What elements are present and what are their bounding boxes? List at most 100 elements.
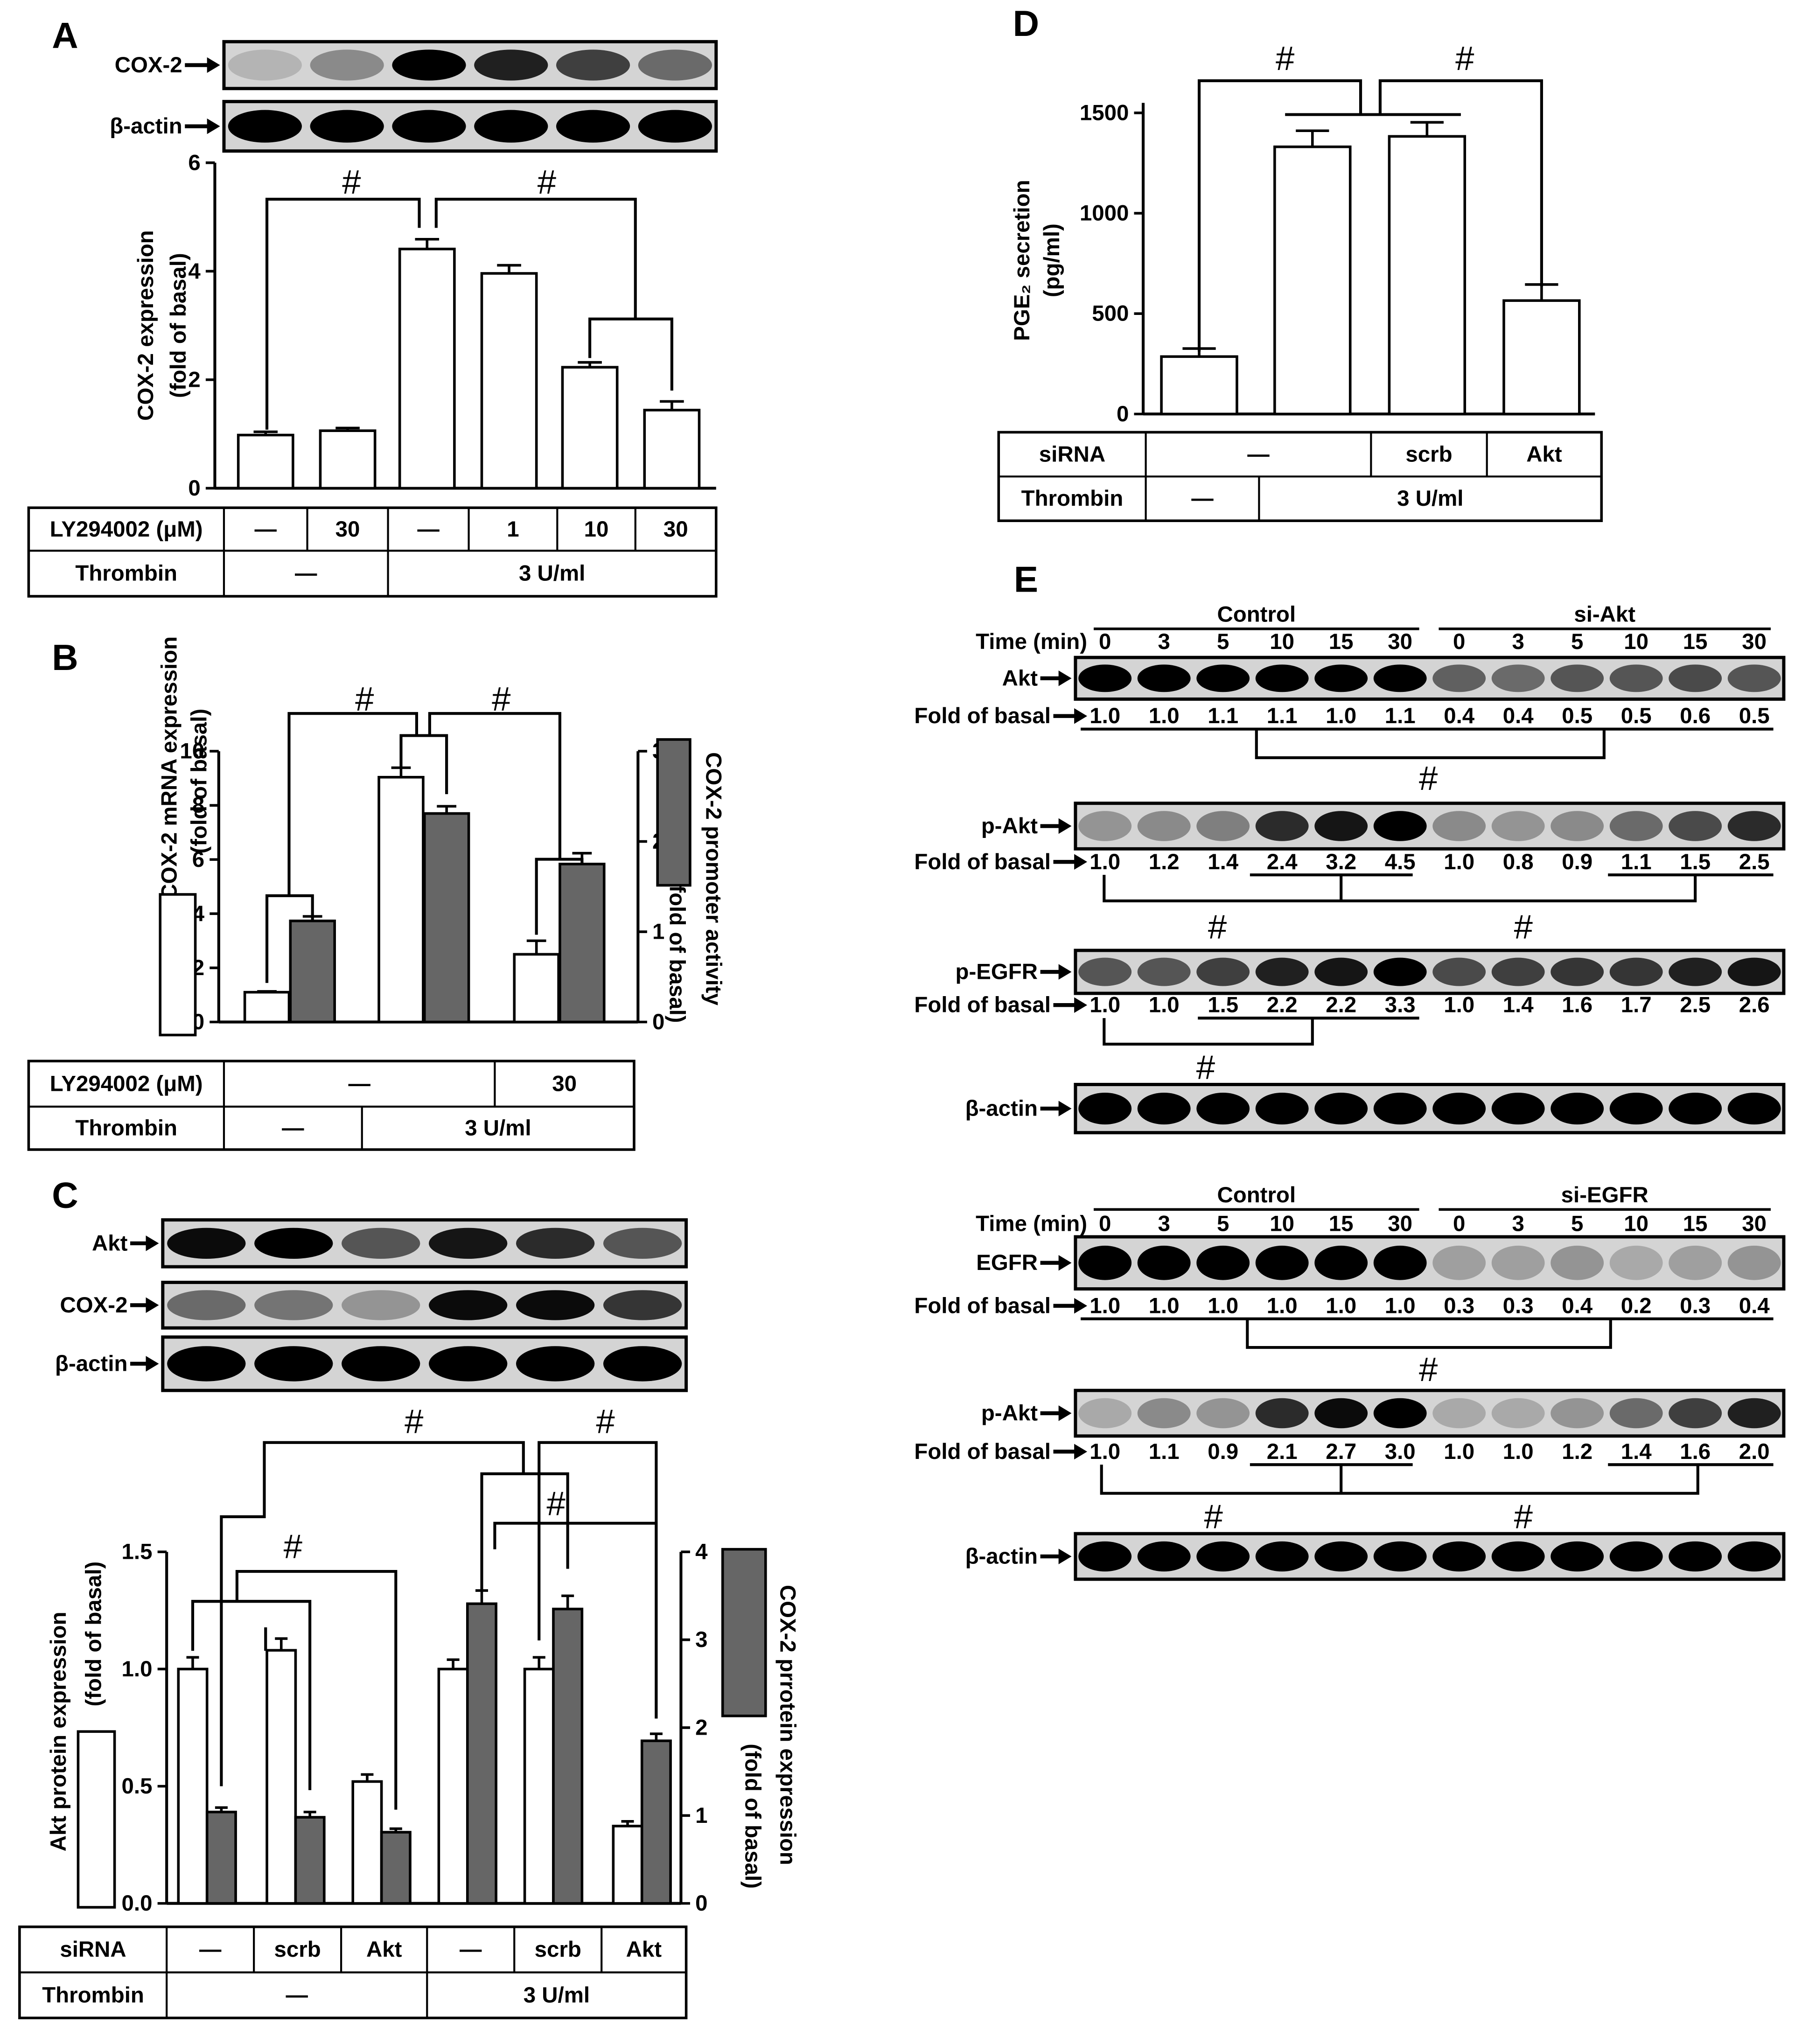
error-bar [1182, 347, 1216, 357]
table-row-label: Thrombin [75, 1116, 177, 1140]
table-cell: 10 [584, 517, 609, 542]
time-point: 15 [1683, 629, 1708, 654]
fold-value: 1.0 [1090, 1439, 1120, 1464]
band [1078, 957, 1132, 986]
arrow-head [1058, 1549, 1072, 1564]
arrow-head [207, 118, 220, 134]
bar [319, 429, 377, 490]
fold-value: 1.4 [1503, 993, 1534, 1018]
fold-value: 0.9 [1208, 1439, 1238, 1464]
legend-swatch [159, 893, 197, 1037]
y-tick-label: 8 [192, 793, 204, 818]
annotation: # [1276, 40, 1294, 77]
annotation: # [342, 163, 361, 201]
significance-bracket [1378, 79, 1543, 286]
error-bar [1296, 129, 1329, 147]
band [474, 110, 548, 143]
y-axis-label: Akt protein expression [46, 1611, 71, 1851]
error-bar [660, 400, 684, 410]
fold-value: 1.0 [1149, 704, 1180, 728]
table-cell: — [282, 1116, 304, 1140]
significance-bracket [1197, 79, 1362, 352]
arrow-head [1058, 1405, 1072, 1421]
band [556, 110, 630, 143]
fold-value: 3.3 [1385, 993, 1416, 1018]
y-axis-label: COX-2 expression [133, 230, 158, 421]
bar [377, 776, 425, 1024]
blot [222, 40, 718, 91]
time-point: 30 [1742, 629, 1767, 654]
bar [513, 953, 560, 1024]
fold-value: 0.6 [1680, 704, 1711, 728]
band [1491, 1398, 1545, 1429]
fold-value: 1.0 [1149, 1293, 1180, 1318]
significance-bracket [588, 317, 673, 391]
table-row-label: LY294002 (μM) [50, 517, 203, 542]
band [1196, 1092, 1250, 1125]
arrow-head [207, 57, 220, 73]
fold-value: 1.0 [1149, 993, 1180, 1018]
error-bar [1410, 121, 1444, 137]
band [516, 1346, 595, 1381]
y-tick-label: 6 [192, 847, 204, 872]
annotation: # [1419, 1351, 1438, 1388]
error-bar [215, 1806, 228, 1812]
band [556, 49, 630, 81]
time-point: 3 [1512, 1212, 1524, 1236]
error-bar [361, 1773, 374, 1782]
band [1314, 1398, 1368, 1429]
bar [237, 433, 294, 490]
fold-value: 1.0 [1385, 1293, 1416, 1318]
table-cell: 30 [552, 1072, 577, 1096]
fold-value: 2.4 [1267, 850, 1298, 874]
band [1669, 1245, 1722, 1280]
table-cell: — [1191, 486, 1214, 511]
fold-value: 1.1 [1621, 850, 1652, 874]
significance-bracket [265, 197, 421, 430]
error-bar [650, 1732, 663, 1741]
table-row-label: Thrombin [75, 561, 177, 586]
band [228, 49, 302, 81]
band [1491, 1092, 1545, 1125]
bar [265, 1649, 297, 1905]
band [638, 110, 712, 143]
time-point: 3 [1512, 629, 1524, 654]
y2-tick-label: 4 [695, 1540, 708, 1564]
error-bar [1525, 283, 1558, 301]
arrow-head [1058, 1255, 1072, 1271]
bar [612, 1825, 643, 1905]
table-cell: — [460, 1937, 482, 1962]
significance-bracket [538, 1441, 658, 1719]
blot-label: p-Akt [981, 1401, 1038, 1426]
band [1551, 1245, 1604, 1280]
table-cell: scrb [274, 1937, 321, 1962]
annotation: # [1514, 1498, 1533, 1535]
fold-value: 1.0 [1090, 1293, 1120, 1318]
y-tick-label: 4 [188, 259, 201, 284]
fold-label: Fold of basal [914, 704, 1050, 728]
arrow-head [1074, 1298, 1088, 1314]
error-bar [572, 851, 592, 864]
significance-bracket [399, 734, 448, 795]
y-tick-label: 6 [188, 150, 200, 175]
band [1669, 1541, 1722, 1572]
y2-axis-label: COX-2 prrotein expression [775, 1585, 800, 1865]
band [1491, 664, 1545, 692]
table-cell: Akt [626, 1937, 662, 1962]
band [1255, 1245, 1309, 1280]
band [1727, 1398, 1781, 1429]
band [1255, 1092, 1309, 1125]
y2-tick-label: 1 [695, 1803, 707, 1828]
fold-value: 2.6 [1739, 993, 1770, 1018]
y2-tick-label: 0 [695, 1891, 707, 1916]
fold-value: 1.0 [1090, 850, 1120, 874]
table-cell: — [417, 517, 440, 542]
blot-label: β-actin [965, 1544, 1038, 1569]
band [1551, 664, 1604, 692]
time-point: 15 [1329, 629, 1354, 654]
band [1432, 664, 1486, 692]
error-bar [526, 939, 546, 955]
bar [643, 409, 701, 490]
band [1727, 957, 1781, 986]
